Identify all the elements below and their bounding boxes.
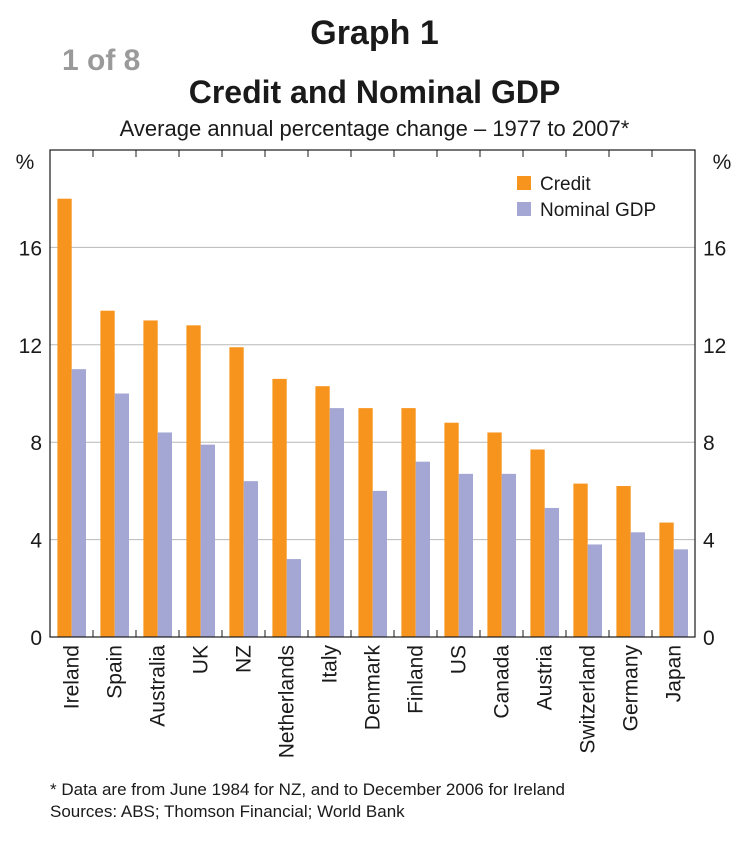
bar-nominal-gdp-switzerland (587, 544, 602, 637)
bar-chart: 0 0 4 4 8 8 12 12 16 16% % Ireland Spain Australia UK N… (16, 149, 732, 758)
y-tick-label-left: 8 (30, 432, 42, 455)
bar-nominal-gdp-austria (544, 507, 559, 637)
legend-swatch (517, 176, 531, 190)
x-category-label: Australia (147, 645, 170, 727)
graph-label: Graph 1 (310, 14, 439, 52)
y-tick-label-right: 4 (703, 530, 715, 553)
x-category-label: Germany (620, 645, 643, 732)
bar-nominal-gdp-nz (243, 481, 258, 637)
legend: Credit Nominal GDP (517, 174, 656, 221)
y-tick-label-left: 4 (30, 530, 42, 553)
page-counter: 1 of 8 (62, 44, 141, 77)
y-tick-label-left: 16 (19, 237, 42, 260)
y-tick-label-left: 0 (30, 627, 42, 650)
bar-credit-japan (659, 522, 674, 637)
legend-swatch (517, 202, 531, 216)
chart-subtitle: Average annual percentage change – 1977 … (119, 116, 630, 141)
bar-credit-germany (616, 486, 631, 637)
bars (57, 198, 688, 637)
bar-nominal-gdp-us (458, 473, 473, 637)
x-category-label: Switzerland (577, 645, 600, 754)
bar-credit-nz (229, 347, 244, 637)
footnote-note: * Data are from June 1984 for NZ, and to… (50, 780, 565, 799)
bar-nominal-gdp-italy (329, 408, 344, 637)
x-category-label: Canada (491, 645, 514, 719)
bar-credit-italy (315, 386, 330, 637)
axis-ticks (92, 150, 653, 637)
bar-credit-finland (401, 408, 416, 637)
bar-credit-denmark (358, 408, 373, 637)
x-category-label: Ireland (61, 645, 84, 709)
x-category-label: Austria (534, 645, 557, 711)
plot-frame (49, 149, 696, 638)
bar-nominal-gdp-finland (415, 461, 430, 637)
legend-label: Nominal GDP (540, 200, 656, 221)
x-category-label: US (448, 645, 471, 674)
x-category-label: NZ (233, 645, 256, 673)
x-category-label: Netherlands (276, 645, 299, 758)
bar-nominal-gdp-australia (157, 432, 172, 637)
x-category-label: Italy (319, 645, 342, 684)
bar-nominal-gdp-japan (673, 549, 688, 637)
bar-credit-austria (530, 449, 545, 637)
y-axis-unit-left: % (16, 151, 35, 174)
x-category-label: Denmark (362, 645, 385, 731)
bar-credit-switzerland (573, 483, 588, 637)
bar-nominal-gdp-denmark (372, 490, 387, 637)
x-category-label: Japan (663, 645, 686, 702)
legend-label: Credit (540, 174, 591, 195)
bar-nominal-gdp-canada (501, 473, 516, 637)
bar-credit-ireland (57, 198, 72, 637)
y-tick-label-right: 8 (703, 432, 715, 455)
x-category-label: UK (190, 645, 213, 674)
bar-nominal-gdp-germany (630, 532, 645, 637)
footnote: * Data are from June 1984 for NZ, and to… (50, 779, 565, 823)
y-tick-label-right: 16 (703, 237, 726, 260)
x-category-label: Spain (104, 645, 127, 699)
y-axis-unit-right: % (713, 151, 732, 174)
y-tick-label-right: 12 (703, 335, 726, 358)
bar-credit-canada (487, 432, 502, 637)
bar-credit-australia (143, 320, 158, 637)
bar-credit-netherlands (272, 378, 287, 637)
bar-nominal-gdp-spain (114, 393, 129, 637)
bar-nominal-gdp-uk (200, 444, 215, 637)
y-tick-label-right: 0 (703, 627, 715, 650)
bar-nominal-gdp-ireland (71, 369, 86, 637)
axis-labels: 0 0 4 4 8 8 12 12 16 16% % Ireland Spain Australia UK N… (16, 151, 732, 758)
bar-credit-us (444, 422, 459, 637)
bar-credit-spain (100, 310, 115, 637)
footnote-sources: Sources: ABS; Thomson Financial; World B… (50, 802, 405, 821)
bar-credit-uk (186, 325, 201, 637)
x-category-label: Finland (405, 645, 428, 714)
bar-nominal-gdp-netherlands (286, 559, 301, 637)
y-tick-label-left: 12 (19, 335, 42, 358)
chart-title: Credit and Nominal GDP (188, 74, 561, 110)
